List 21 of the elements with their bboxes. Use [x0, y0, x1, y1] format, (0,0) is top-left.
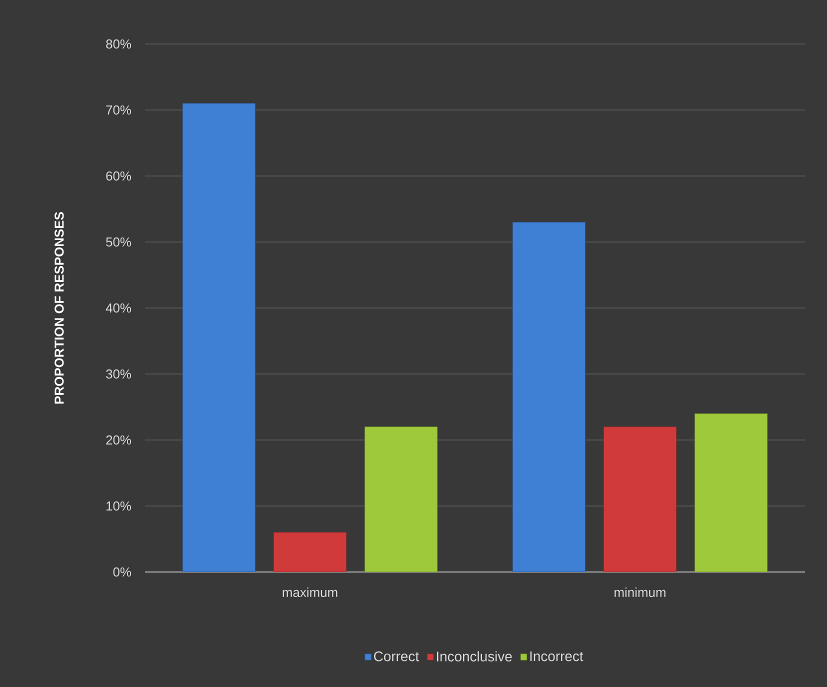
legend-label: Correct	[374, 651, 419, 662]
bar	[512, 222, 586, 572]
bar	[182, 103, 256, 572]
y-tick-label: 10%	[106, 501, 132, 511]
y-tick-label: 60%	[106, 171, 132, 181]
y-tick-label: 30%	[106, 369, 132, 379]
y-tick-label: 20%	[106, 435, 132, 445]
x-tick-label: minimum	[614, 588, 666, 598]
x-tick-label: maximum	[282, 588, 338, 598]
y-tick-label: 70%	[106, 105, 132, 115]
bar	[364, 426, 438, 572]
bar	[604, 426, 677, 572]
legend-label: Inconclusive	[436, 651, 512, 662]
bar	[694, 413, 768, 572]
y-tick-label: 0%	[113, 567, 132, 577]
y-tick-label: 80%	[106, 39, 132, 49]
y-axis-title: PROPORTION OF RESPONSES	[54, 212, 64, 404]
y-tick-label: 50%	[106, 237, 132, 247]
legend-label: Incorrect	[530, 651, 584, 662]
bar	[274, 532, 346, 572]
y-tick-label: 40%	[106, 303, 132, 313]
